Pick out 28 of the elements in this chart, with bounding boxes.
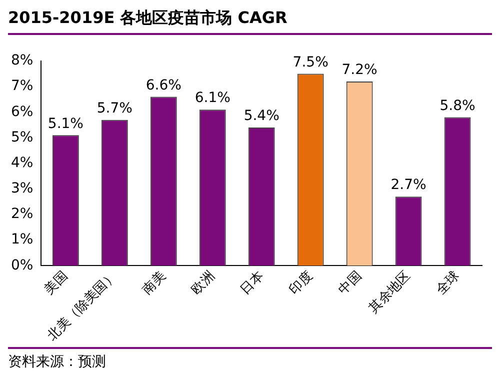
y-tick-label: 2% (10, 206, 34, 222)
data-label: 7.5% (292, 54, 328, 70)
data-label: 5.1% (48, 116, 84, 132)
x-tick-label: 印度 (286, 268, 316, 298)
x-tick-label: 南美 (139, 268, 169, 298)
x-tick-label: 美国 (41, 268, 71, 298)
y-tick-label: 7% (10, 78, 34, 94)
chart-title: 2015-2019E 各地区疫苗市场 CAGR (8, 8, 492, 35)
x-tick-label: 其余地区 (366, 268, 414, 316)
x-tick-label: 日本 (238, 268, 267, 298)
data-label: 7.2% (342, 62, 378, 78)
data-label: 6.1% (194, 90, 230, 106)
y-tick-label: 8% (10, 52, 34, 69)
data-label: 5.4% (244, 108, 280, 124)
data-label: 2.7% (390, 177, 426, 194)
data-label: 5.7% (96, 100, 132, 116)
y-tick-label: 3% (10, 180, 34, 197)
x-tick-label: 欧洲 (188, 268, 218, 298)
text: 资料来源：预测 (8, 353, 107, 371)
y-tick-label: 6% (10, 104, 34, 120)
x-tick-label: 中国 (336, 268, 365, 298)
y-tick-label: 5% (10, 129, 34, 146)
data-label: 5.8% (440, 98, 476, 114)
x-tick-label: 全球 (434, 268, 463, 298)
y-tick-label: 4% (10, 154, 34, 171)
y-tick-label: 1% (10, 232, 34, 248)
data-label: 6.6% (146, 77, 182, 94)
y-tick-label: 0% (10, 257, 34, 274)
